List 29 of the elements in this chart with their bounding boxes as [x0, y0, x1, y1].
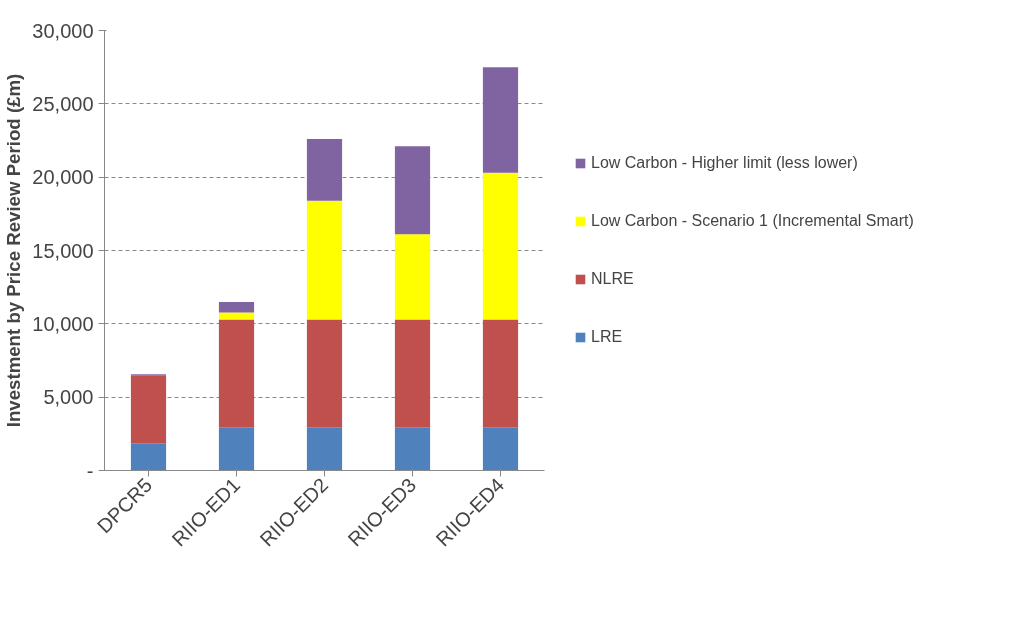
bar: [218, 301, 255, 313]
y-tick-label: 25,000: [32, 92, 94, 115]
bar: [218, 427, 255, 471]
bar: [482, 319, 519, 428]
bar: [394, 427, 431, 471]
y-tick-label: -: [86, 459, 94, 482]
bar: [130, 375, 167, 444]
legend-label: Low Carbon - Scenario 1 (Incremental Smart): [591, 212, 914, 230]
bar: [394, 146, 431, 235]
bar: [306, 427, 343, 471]
legend-label: LRE: [591, 328, 623, 346]
y-axis-title: Investment by Price Review Period (£m): [3, 73, 25, 428]
y-tick-label: 30,000: [32, 19, 94, 42]
bar: [306, 139, 343, 201]
y-tick-label: 10,000: [32, 312, 94, 335]
y-tick-label: 5,000: [43, 386, 94, 409]
bar: [394, 319, 431, 428]
bar: [394, 234, 431, 320]
legend-label: Low Carbon - Higher limit (less lower): [591, 154, 858, 172]
bar: [218, 319, 255, 428]
bar: [130, 443, 167, 471]
legend-label: NLRE: [591, 270, 634, 288]
bar: [306, 319, 343, 428]
bar: [482, 67, 519, 173]
bar: [306, 200, 343, 320]
bar: [482, 427, 519, 471]
bar: [482, 172, 519, 320]
y-tick-label: 15,000: [32, 239, 94, 262]
y-tick-label: 20,000: [32, 166, 94, 189]
